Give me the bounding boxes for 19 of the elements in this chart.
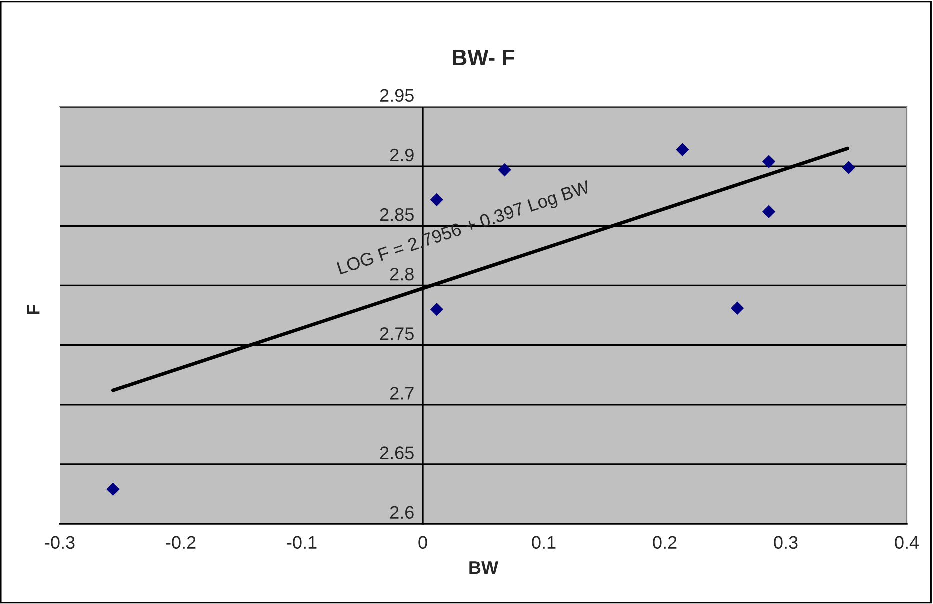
x-tick-label: 0.3	[774, 536, 798, 550]
y-tick-label: 2.9	[390, 148, 414, 162]
y-tick-label: 2.6	[390, 506, 414, 520]
x-tick-label: 0.4	[895, 536, 920, 550]
y-tick-label: 2.65	[380, 446, 414, 460]
x-tick-label: 0.1	[532, 536, 556, 550]
chart-title: BW- F	[453, 50, 515, 66]
y-tick-label: 2.95	[380, 89, 414, 102]
y-axis-title: F	[27, 305, 40, 314]
y-tick-label: 2.85	[380, 208, 414, 222]
x-tick-label: -0.1	[287, 536, 317, 550]
x-tick-label: 0.2	[653, 536, 677, 550]
x-axis-title: BW	[470, 562, 499, 574]
y-tick-label: 2.8	[390, 268, 414, 281]
x-tick-label: -0.2	[166, 536, 196, 550]
y-tick-label: 2.7	[390, 387, 414, 400]
y-tick-label: 2.75	[380, 328, 414, 340]
x-tick-label: 0	[418, 536, 428, 550]
x-tick-label: -0.3	[45, 536, 75, 550]
